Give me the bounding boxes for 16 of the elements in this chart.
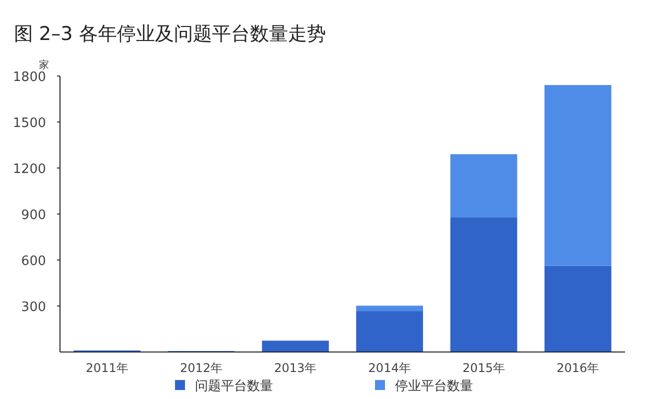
legend-label: 问题平台数量	[195, 379, 273, 394]
x-tick-label: 2014年	[368, 361, 411, 375]
x-tick-label: 2013年	[274, 361, 317, 375]
chart-title: 图 2–3 各年停业及问题平台数量走势	[14, 23, 326, 45]
y-tick-label: 900	[21, 208, 46, 223]
x-tick-label: 2015年	[462, 361, 506, 375]
x-tick-label: 2016年	[556, 361, 600, 375]
y-tick-label: 1800	[12, 70, 46, 85]
y-tick-label: 300	[21, 300, 46, 315]
y-tick-label: 1500	[12, 116, 46, 131]
y-tick-label: 1200	[12, 162, 46, 177]
y-tick-label: 600	[21, 254, 46, 269]
x-tick-label: 2011年	[86, 361, 128, 375]
legend-label: 停业平台数量	[395, 379, 473, 394]
y-axis-title: 家	[39, 59, 49, 71]
x-tick-label: 2012年	[180, 361, 223, 375]
